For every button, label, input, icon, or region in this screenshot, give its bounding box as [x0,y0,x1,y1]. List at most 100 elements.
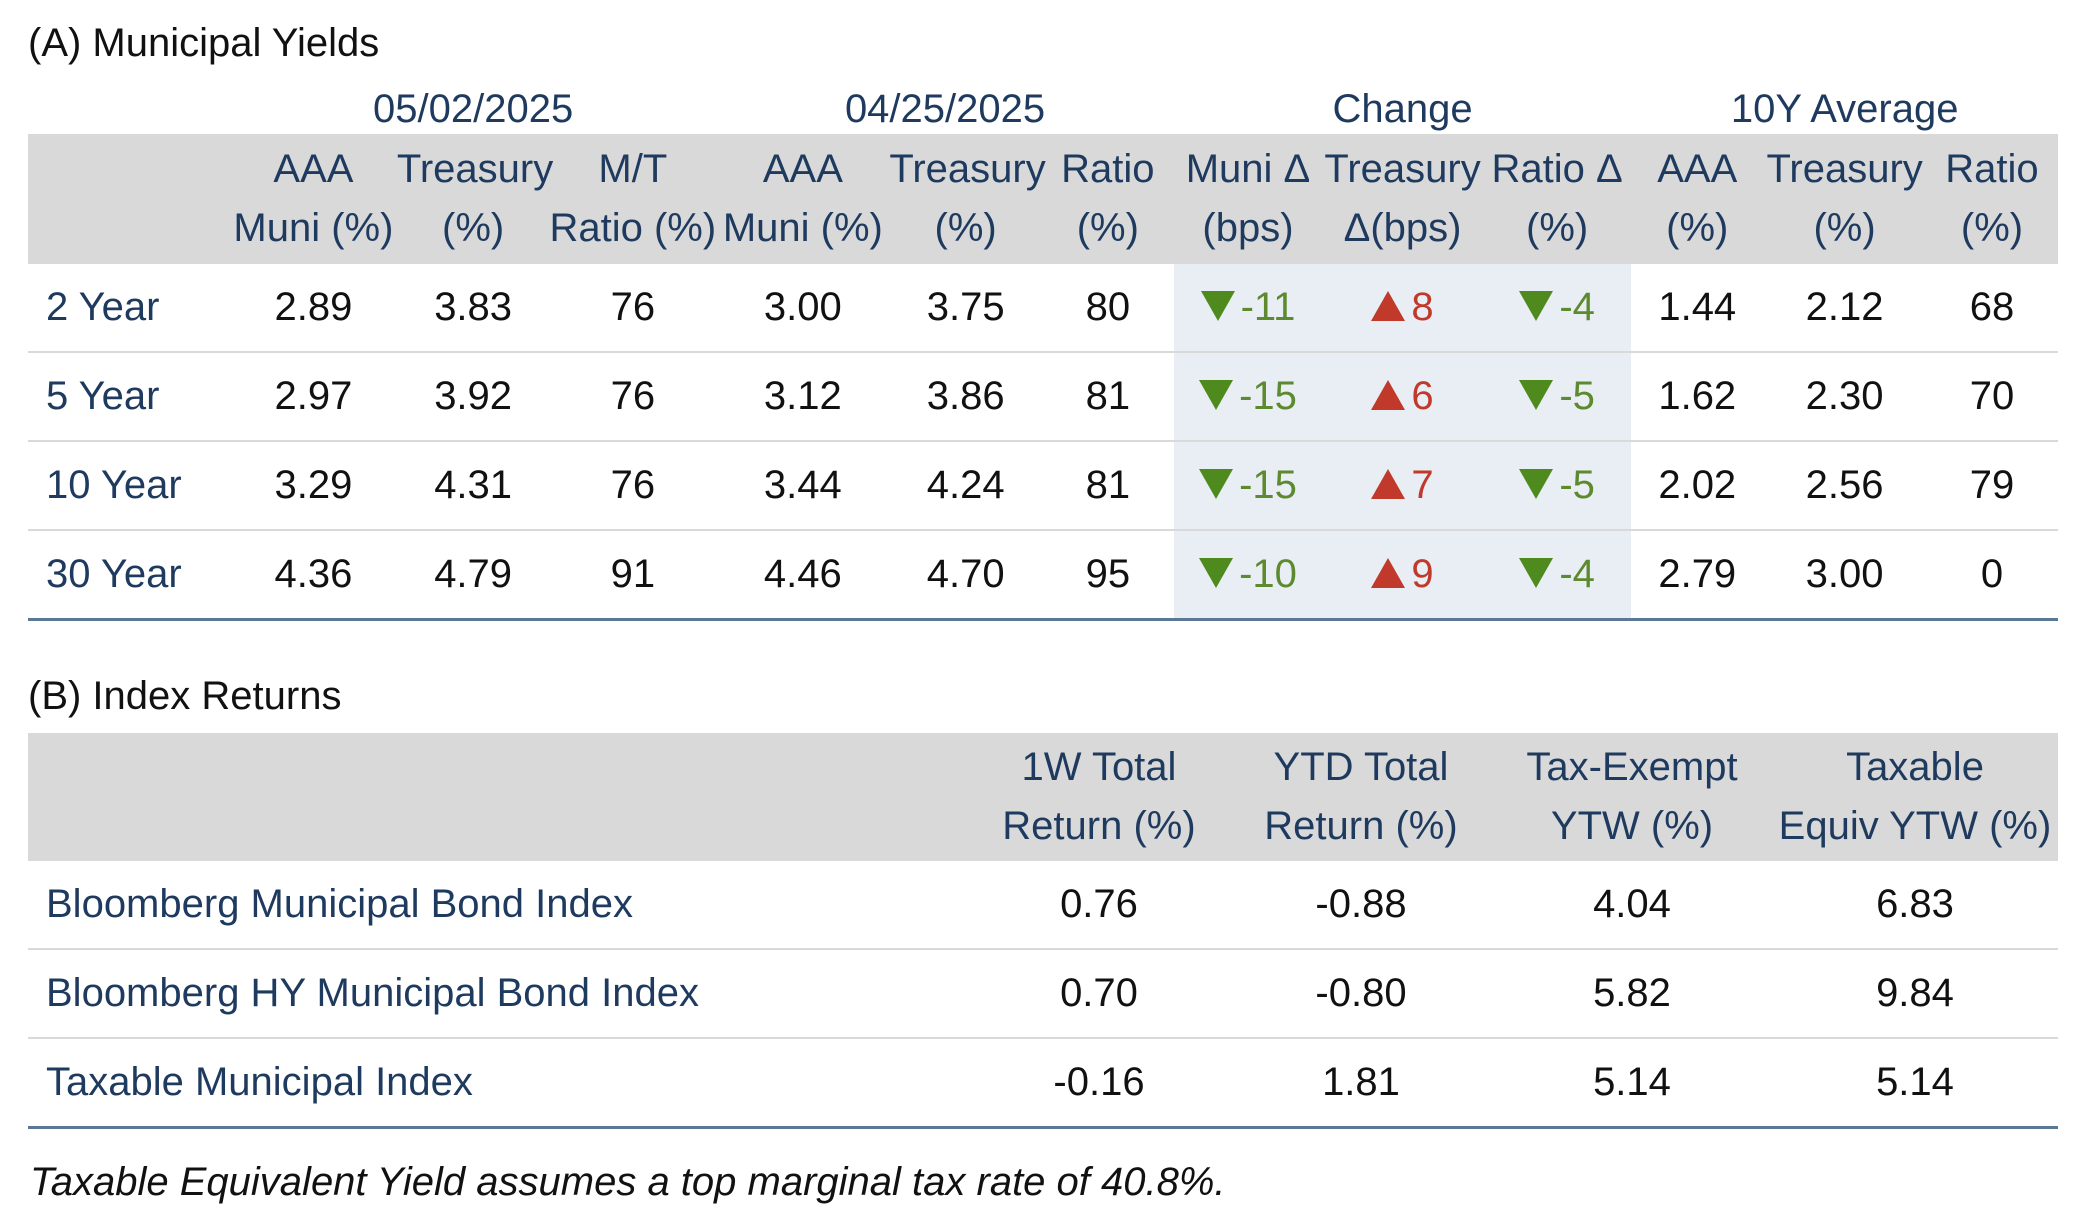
cell: 5.82 [1492,949,1772,1039]
cell: 9.84 [1772,949,2058,1039]
cell: 0.76 [968,861,1230,950]
change-value: -5 [1559,463,1595,507]
cell: 70 [1926,352,2058,442]
column-header: AAA (%) [1631,134,1764,264]
column-header-line: Muni (%) [233,206,394,250]
column-header: Treasury (%) [396,134,553,264]
cell: 76 [549,441,717,531]
column-header: M/T Ratio (%) [549,134,717,264]
table-row: Bloomberg Municipal Bond Index 0.76 -0.8… [28,861,2058,950]
cell: -0.80 [1230,949,1492,1039]
column-header-blank [28,134,230,264]
column-header: 1W Total Return (%) [968,733,1230,861]
cell: 1.62 [1631,352,1764,442]
cell: 80 [1041,264,1174,353]
cell: 3.92 [396,352,550,442]
cell: 3.00 [1763,530,1926,621]
change-cell: -5 [1482,441,1632,531]
section-a-title: (A) Municipal Yields [28,21,380,65]
triangle-down-icon [1200,291,1235,322]
column-header: AAA Muni (%) [716,134,890,264]
change-cell: 8 [1322,264,1483,353]
cell: 4.36 [229,530,397,621]
column-header-blank [28,733,968,861]
cell: 3.86 [889,352,1042,442]
cell: 0 [1926,530,2058,621]
change-cell: 6 [1322,352,1483,442]
column-header: Treasury Δ(bps) [1322,134,1483,264]
column-header-line: Treasury [1766,147,1923,191]
change-cell: 7 [1322,441,1483,531]
column-header-line: Tax-Exempt [1526,745,1738,789]
change-cell: -15 [1173,441,1323,531]
footnote: Taxable Equivalent Yield assumes a top m… [30,1160,1226,1204]
cell: 5.14 [1772,1038,2058,1129]
cell: 2.02 [1631,441,1764,531]
triangle-down-icon [1519,380,1554,411]
column-header-line: Muni Δ [1185,147,1311,191]
cell: -0.88 [1230,861,1492,950]
column-header: Tax-Exempt YTW (%) [1492,733,1772,861]
column-header-line: Ratio [1945,147,2039,191]
column-header: Treasury (%) [889,134,1046,264]
cell: 2.79 [1631,530,1764,621]
cell: 68 [1926,264,2058,353]
cell: 91 [549,530,717,621]
cell: 3.83 [396,264,550,353]
column-header-line: (%) [442,206,505,250]
row-label: Bloomberg Municipal Bond Index [28,861,968,950]
column-header-line: Return (%) [1002,804,1196,848]
column-header: Ratio Δ (%) [1482,134,1632,264]
column-header-line: Muni (%) [722,206,883,250]
triangle-up-icon [1371,291,1406,322]
column-header-line: Return (%) [1264,804,1458,848]
change-cell: -11 [1173,264,1323,353]
cell: -0.16 [968,1038,1230,1129]
cell: 5.14 [1492,1038,1772,1129]
column-header-line: 1W Total [1021,745,1177,789]
cell: 2.12 [1763,264,1926,353]
row-label: 5 Year [28,352,230,442]
cell: 4.24 [889,441,1042,531]
column-header-line: Ratio Δ [1491,147,1623,191]
group-header-current-date: 05/02/2025 [373,87,574,131]
cell: 2.97 [229,352,397,442]
cell: 3.44 [716,441,890,531]
table-row: Taxable Municipal Index -0.16 1.81 5.14 … [28,1038,2058,1129]
column-header-line: AAA [273,147,354,191]
row-label: Bloomberg HY Municipal Bond Index [28,949,968,1039]
change-value: -5 [1559,374,1595,418]
column-header-line: YTD Total [1273,745,1449,789]
table-row: 2 Year 2.89 3.83 76 3.00 3.75 80 -11 8 -… [28,264,2058,353]
triangle-down-icon [1199,469,1234,500]
index-returns-table: 1W Total Return (%) YTD Total Return (%) T… [28,733,2058,1129]
cell: 81 [1041,441,1174,531]
column-header-line: AAA [1657,147,1738,191]
column-header-line: Ratio [1061,147,1155,191]
column-header-line: Equiv YTW (%) [1778,804,2052,848]
cell: 2.56 [1763,441,1926,531]
table-row: 10 Year 3.29 4.31 76 3.44 4.24 81 -15 7 … [28,441,2058,531]
change-value: -15 [1239,463,1297,507]
table-row: 5 Year 2.97 3.92 76 3.12 3.86 81 -15 6 -… [28,352,2058,442]
cell: 2.89 [229,264,397,353]
column-header-line: Treasury [889,147,1046,191]
cell: 2.30 [1763,352,1926,442]
group-header-prior-date: 04/25/2025 [844,87,1046,131]
cell: 4.46 [716,530,890,621]
column-header-line: (%) [1813,206,1876,250]
column-header: Muni Δ (bps) [1173,134,1323,264]
row-label: 2 Year [28,264,230,353]
cell: 76 [549,264,717,353]
change-cell: -4 [1482,264,1632,353]
column-header-line: (%) [1666,206,1729,250]
cell: 6.83 [1772,861,2058,950]
cell: 4.31 [396,441,550,531]
triangle-up-icon [1371,380,1406,411]
change-value: 9 [1411,552,1434,596]
column-header: Taxable Equiv YTW (%) [1772,733,2058,861]
group-header-blank [28,84,230,134]
column-header-line: Treasury [1324,147,1481,191]
cell: 3.29 [229,441,397,531]
column-header-line: (bps) [1202,206,1294,250]
